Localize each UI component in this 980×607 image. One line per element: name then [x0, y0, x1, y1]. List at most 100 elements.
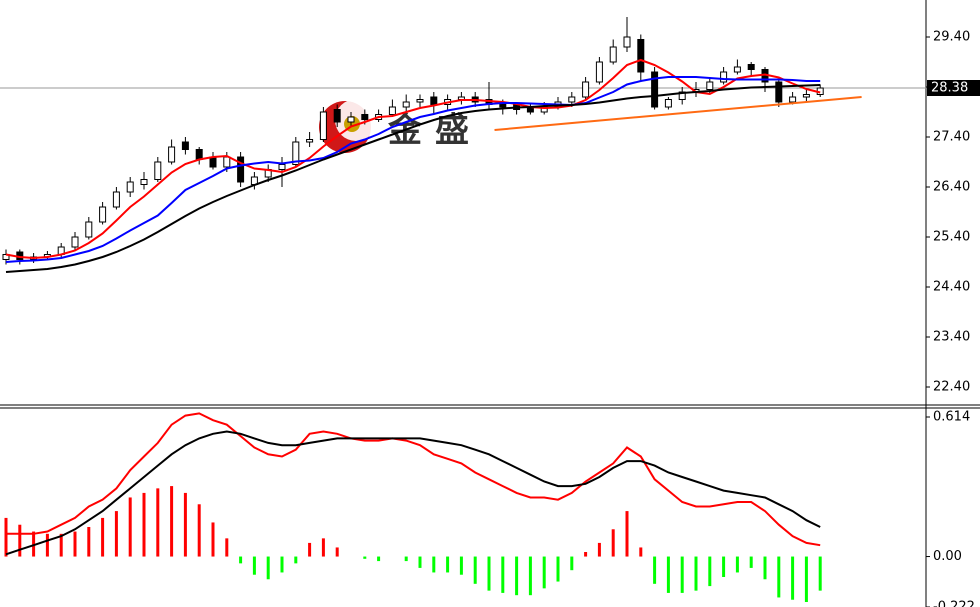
macd-bar: [335, 547, 339, 557]
macd-bar: [818, 556, 822, 591]
y-tick-label: 25.40: [933, 230, 970, 245]
candle-body: [209, 156, 217, 168]
macd-bar: [570, 556, 574, 571]
candle-body: [402, 101, 410, 108]
candle-body: [416, 99, 424, 103]
candle-body: [347, 116, 355, 123]
macd-bar: [515, 556, 519, 596]
macd-bar: [87, 527, 91, 557]
macd-bar: [777, 556, 781, 598]
candle-body: [306, 139, 314, 143]
candle-body: [733, 66, 741, 73]
macd-bar: [528, 556, 532, 596]
macd-bar: [749, 556, 753, 568]
candle-body: [195, 149, 203, 160]
y-tick-label: -0.222: [933, 600, 975, 607]
y-tick-label: 22.40: [933, 380, 970, 395]
macd-bar: [708, 556, 712, 587]
last-price-box: [927, 80, 980, 96]
macd-bar: [418, 556, 422, 568]
macd-bar: [556, 556, 560, 582]
candle-body: [333, 109, 341, 123]
macd-bar: [446, 556, 450, 573]
y-tick-label: 26.40: [933, 180, 970, 195]
watermark-text: 盛: [435, 111, 469, 151]
candle-body: [223, 156, 231, 168]
macd-bar: [59, 533, 63, 557]
macd-bar: [32, 531, 36, 557]
indicator-line: [6, 412, 821, 547]
candle-body: [388, 106, 396, 115]
candle-body: [720, 71, 728, 83]
candle-body: [775, 81, 783, 103]
macd-bar: [459, 556, 463, 575]
macd-bar: [791, 556, 795, 600]
candle-body: [71, 236, 79, 248]
candle-body: [637, 39, 645, 73]
candle-body: [112, 191, 120, 208]
macd-bar: [156, 488, 160, 557]
macd-bar: [501, 556, 505, 593]
macd-bar: [211, 522, 215, 557]
macd-bar: [611, 529, 615, 557]
candle-body: [595, 61, 603, 83]
macd-bar: [4, 517, 8, 557]
macd-bar: [266, 556, 270, 580]
indicator-line: [5, 84, 821, 273]
macd-bar: [45, 533, 49, 557]
macd-bar: [473, 556, 477, 584]
candle-body: [154, 161, 162, 180]
macd-bar: [101, 517, 105, 557]
trendline: [494, 96, 862, 131]
macd-bar: [666, 556, 670, 593]
macd-bar: [597, 542, 601, 557]
candle-body: [140, 179, 148, 185]
macd-bar: [308, 542, 312, 557]
candle-body: [706, 81, 714, 90]
y-tick-label: 29.40: [933, 30, 970, 45]
candle-body: [292, 141, 300, 165]
macd-bar: [625, 511, 629, 557]
macd-bar: [653, 556, 657, 584]
macd-bar: [128, 497, 132, 557]
macd-bar: [804, 556, 808, 602]
macd-bar: [239, 556, 243, 564]
macd-bar: [542, 556, 546, 589]
y-tick-label: 24.40: [933, 280, 970, 295]
macd-bar: [680, 556, 684, 593]
candle-body: [789, 96, 797, 103]
macd-bar: [18, 524, 22, 557]
macd-bar: [763, 556, 767, 580]
indicator-line: [5, 76, 821, 263]
macd-bar: [252, 556, 256, 575]
candle-body: [361, 114, 369, 120]
macd-bar: [363, 556, 367, 559]
y-tick-label: 23.40: [933, 330, 970, 345]
candle-body: [319, 111, 327, 140]
last-price-label: 28.38: [931, 81, 968, 96]
candle-body: [802, 94, 810, 98]
macd-bar: [280, 556, 284, 573]
candle-body: [430, 96, 438, 105]
macd-bar: [735, 556, 739, 573]
y-tick-label: 27.40: [933, 130, 970, 145]
macd-bar: [722, 556, 726, 577]
candle-body: [278, 164, 286, 170]
candle-body: [85, 221, 93, 238]
y-tick-label: 0.00: [933, 549, 962, 564]
candle-body: [237, 156, 245, 183]
y-tick-label: 0.614: [933, 410, 970, 425]
candle-body: [609, 46, 617, 63]
candle-body: [168, 146, 176, 163]
macd-bar: [694, 556, 698, 591]
candle-body: [623, 36, 631, 48]
macd-bar: [294, 556, 298, 564]
macd-bar: [170, 486, 174, 557]
candle-body: [582, 81, 590, 98]
macd-bar: [584, 552, 588, 557]
candle-body: [664, 99, 672, 108]
macd-bar: [377, 556, 381, 562]
macd-bar: [321, 538, 325, 557]
